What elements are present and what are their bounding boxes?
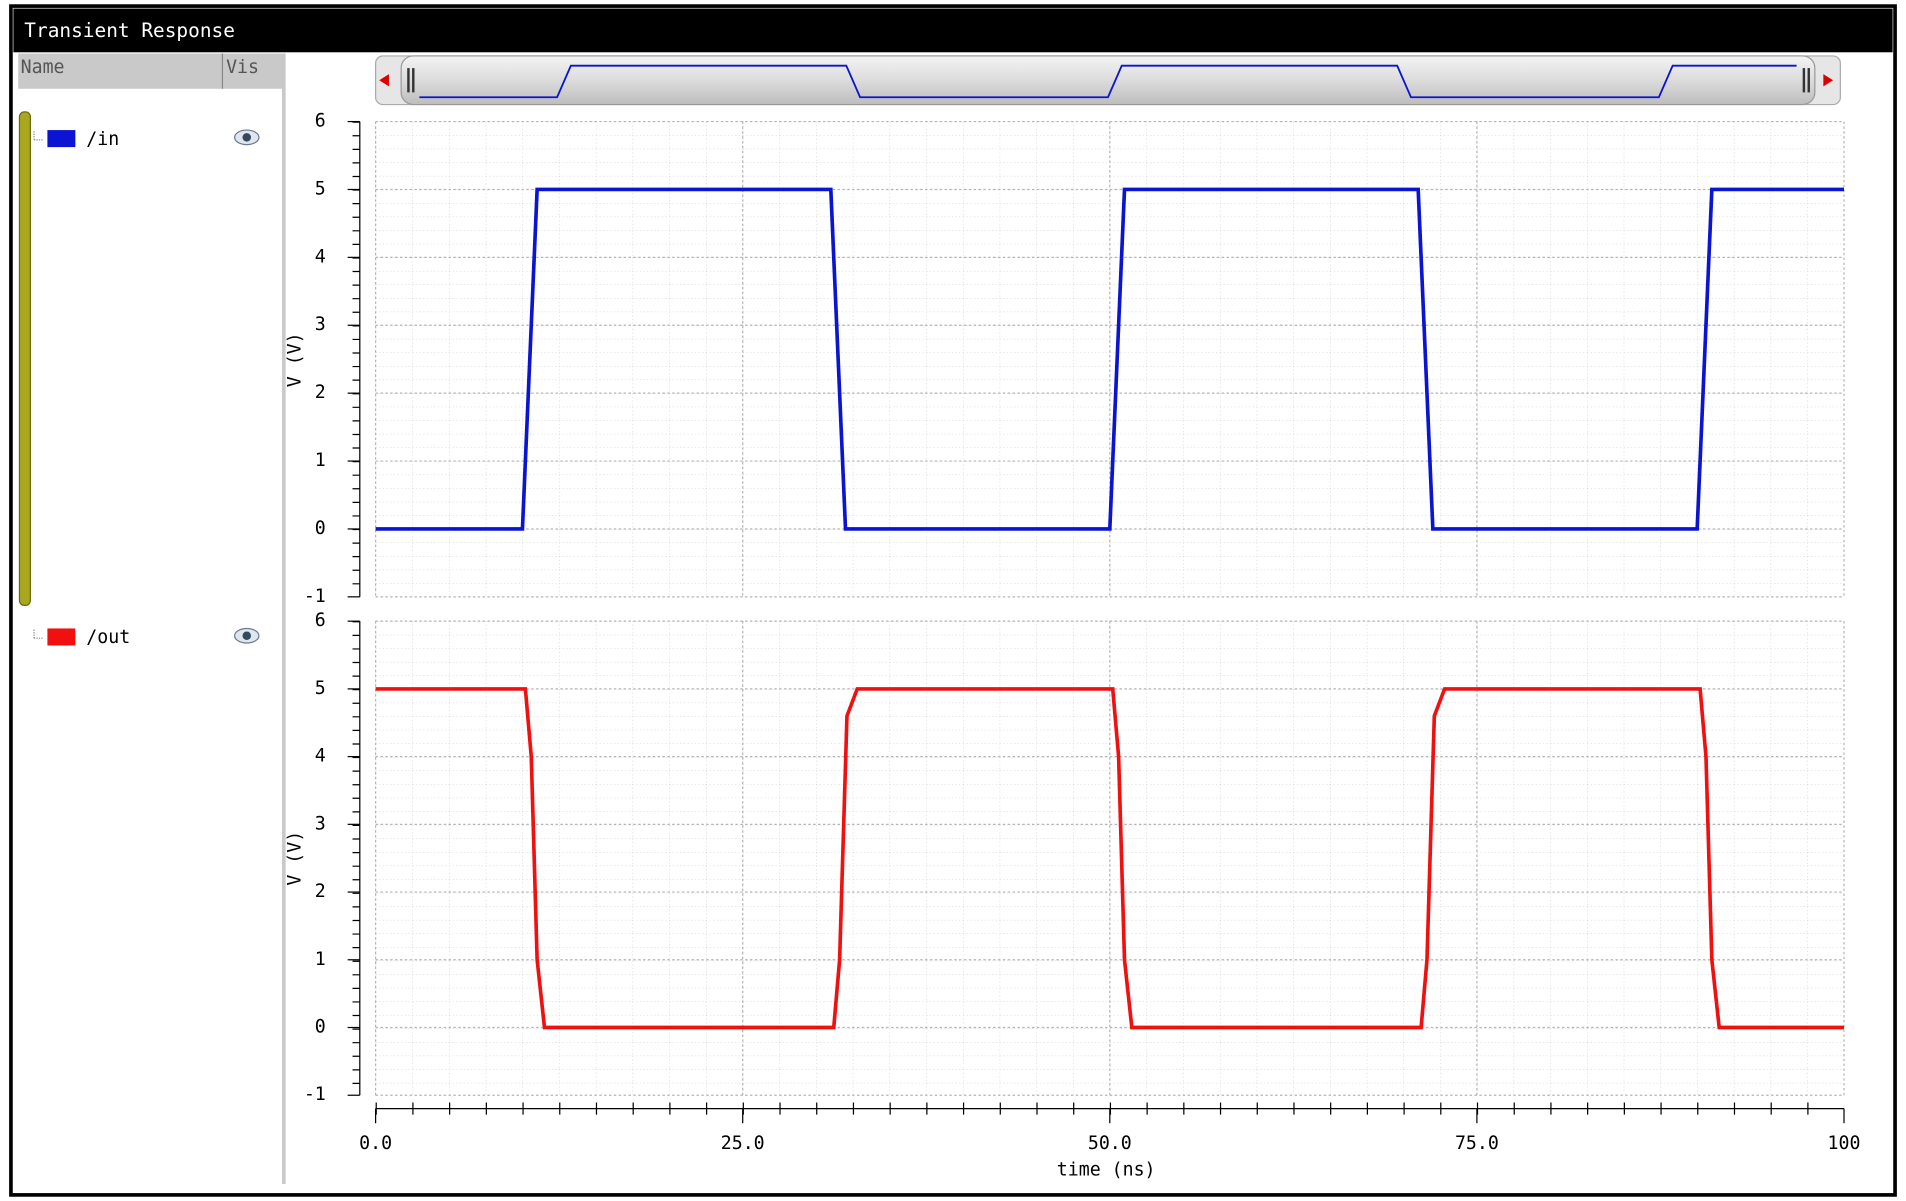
y-tick-label: 6: [315, 610, 326, 631]
y-tick-label: 5: [315, 178, 326, 199]
window-border: [9, 4, 1897, 1197]
x-axis-label: time (ns): [1057, 1160, 1156, 1181]
legend-swatch: [47, 628, 76, 646]
series-line: [375, 187, 1845, 531]
panel-header: [18, 53, 285, 89]
series-line: [375, 687, 1845, 1030]
y-tick-label: -1: [304, 1084, 326, 1105]
minor-grid: [375, 621, 1845, 1096]
y-axis-label: V (V): [284, 831, 305, 886]
window-title: Transient Response: [24, 19, 235, 42]
x-tick-label: 25.0: [721, 1133, 765, 1154]
name-header[interactable]: Name: [21, 57, 65, 78]
eye-icon[interactable]: [233, 627, 260, 644]
y-tick-label: 4: [315, 746, 326, 767]
x-tick-label: 75.0: [1455, 1133, 1499, 1154]
y-tick-label: 5: [315, 678, 326, 699]
legend-label[interactable]: /out: [86, 627, 130, 648]
y-tick-label: 3: [315, 314, 326, 335]
y-tick-label: 3: [315, 813, 326, 834]
legend-swatch: [47, 130, 76, 148]
y-tick-label: 2: [315, 881, 326, 902]
y-tick-label: 1: [315, 949, 326, 970]
y-tick-label: 2: [315, 382, 326, 403]
y-axis-label: V (V): [284, 332, 305, 387]
x-tick-label: 0.0: [359, 1133, 392, 1154]
y-tick-label: 6: [315, 111, 326, 132]
y-tick-label: 1: [315, 450, 326, 471]
legend-label[interactable]: /in: [86, 129, 119, 150]
scrollbar[interactable]: [375, 55, 1841, 106]
x-tick-label: 100: [1828, 1133, 1861, 1154]
eye-icon[interactable]: [233, 129, 260, 146]
vis-header[interactable]: Vis: [226, 57, 259, 78]
y-tick-label: 0: [315, 518, 326, 539]
y-tick-label: -1: [304, 586, 326, 607]
title-bar: [13, 8, 1893, 53]
x-tick-label: 50.0: [1088, 1133, 1132, 1154]
group-bar: [18, 111, 31, 606]
y-tick-label: 0: [315, 1017, 326, 1038]
panel-separator: [282, 53, 286, 1184]
y-tick-label: 4: [315, 246, 326, 267]
overview-line: [419, 64, 1797, 99]
